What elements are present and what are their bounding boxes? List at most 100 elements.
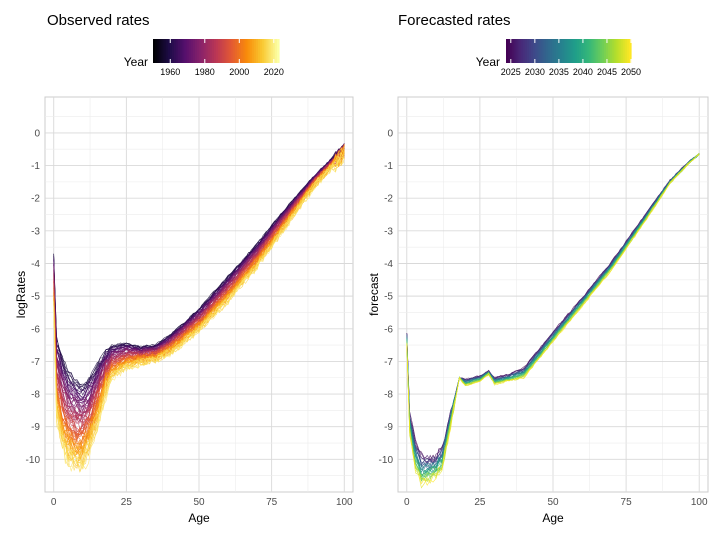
- y-axis-label: logRates: [14, 271, 28, 318]
- colorbar-tick-label: 1980: [195, 67, 215, 77]
- colorbar-segment: [209, 39, 213, 63]
- colorbar-segment: [222, 39, 225, 63]
- colorbar-segment: [232, 39, 236, 63]
- colorbar-segment: [535, 39, 538, 63]
- y-tick-label: -2: [31, 194, 40, 205]
- gridlines: [398, 97, 708, 492]
- y-tick-label: -2: [384, 194, 393, 205]
- x-tick-label: 100: [336, 497, 353, 508]
- colorbar-segment: [220, 39, 223, 63]
- colorbar-legend: Year 1960 1980 2000 2020: [124, 39, 284, 77]
- colorbar-segment: [531, 39, 534, 63]
- colorbar-segment: [510, 39, 513, 63]
- colorbar-segment: [155, 39, 158, 63]
- colorbar-segment: [270, 39, 274, 63]
- colorbar-segment: [574, 39, 578, 63]
- y-tick-label: -4: [31, 259, 40, 270]
- colorbar-tick-label: 2040: [573, 67, 593, 77]
- colorbar-tick-label: 2025: [501, 67, 521, 77]
- colorbar-segment: [518, 39, 522, 63]
- colorbar-segment: [578, 39, 582, 63]
- x-tick-label: 0: [51, 497, 57, 508]
- colorbar-segment: [606, 39, 609, 63]
- colorbar-segment: [593, 39, 597, 63]
- colorbar-segment: [165, 39, 169, 63]
- y-axis-label: forecast: [367, 272, 381, 315]
- y-tick-label: 0: [34, 128, 40, 139]
- colorbar-segment: [608, 39, 611, 63]
- y-tick-label: -6: [31, 324, 40, 335]
- colorbar-tick-label: 1960: [160, 67, 180, 77]
- y-tick-label: -7: [31, 357, 40, 368]
- colorbar-segment: [169, 39, 173, 63]
- y-tick-label: -8: [31, 390, 40, 401]
- colorbar-segment: [522, 39, 526, 63]
- colorbar-segment: [618, 39, 622, 63]
- colorbar-segment: [171, 39, 175, 63]
- series-lines: [53, 143, 345, 473]
- x-tick-label: 50: [193, 497, 205, 508]
- colorbar-segment: [516, 39, 520, 63]
- y-tick-label: -7: [384, 357, 393, 368]
- colorbar-segment: [537, 39, 540, 63]
- colorbar-segment: [272, 39, 276, 63]
- colorbar-segment: [241, 39, 244, 63]
- series-line-1973: [53, 146, 345, 409]
- colorbar-segment: [197, 39, 200, 63]
- colorbar-segment: [247, 39, 251, 63]
- colorbar-segment: [239, 39, 242, 63]
- colorbar-segment: [512, 39, 515, 63]
- colorbar-segment: [201, 39, 204, 63]
- colorbar-segment: [551, 39, 555, 63]
- colorbar-segment: [195, 39, 198, 63]
- colorbar-segment: [226, 39, 230, 63]
- colorbar-segment: [539, 39, 543, 63]
- colorbar-segment: [190, 39, 194, 63]
- series-line-2021: [53, 152, 345, 468]
- colorbar-segment: [560, 39, 563, 63]
- colorbar-segment: [564, 39, 568, 63]
- y-tick-label: -8: [384, 390, 393, 401]
- colorbar-segment: [184, 39, 188, 63]
- colorbar-segment: [230, 39, 234, 63]
- legend-title: Year: [476, 55, 500, 69]
- colorbar-segment: [180, 39, 183, 63]
- colorbar-segment: [218, 39, 221, 63]
- colorbar-segment: [581, 39, 584, 63]
- colorbar-segment: [576, 39, 580, 63]
- colorbar-segment: [178, 39, 181, 63]
- colorbar-segment: [262, 39, 265, 63]
- colorbar-segment: [528, 39, 532, 63]
- colorbar-segment: [524, 39, 528, 63]
- colorbar-segment: [245, 39, 249, 63]
- legend-title: Year: [124, 55, 148, 69]
- colorbar-segment: [553, 39, 557, 63]
- colorbar-segment: [572, 39, 576, 63]
- y-tick-label: -9: [384, 422, 393, 433]
- chart-title: Observed rates: [47, 12, 150, 29]
- colorbar-segment: [526, 39, 530, 63]
- colorbar-segment: [192, 39, 196, 63]
- y-tick-label: -9: [31, 422, 40, 433]
- chart-title: Forecasted rates: [398, 12, 511, 29]
- y-tick-label: -3: [31, 226, 40, 237]
- colorbar-segment: [167, 39, 171, 63]
- colorbar-segment: [224, 39, 228, 63]
- colorbar-segment: [520, 39, 524, 63]
- colorbar-segment: [182, 39, 186, 63]
- colorbar-segment: [585, 39, 588, 63]
- y-tick-label: -5: [31, 292, 40, 303]
- y-tick-label: -5: [384, 292, 393, 303]
- series-line-2022: [53, 155, 345, 473]
- colorbar-segment: [260, 39, 263, 63]
- colorbar-segment: [176, 39, 179, 63]
- colorbar-segment: [159, 39, 162, 63]
- x-tick-label: 0: [404, 497, 410, 508]
- colorbar-segment: [268, 39, 272, 63]
- x-tick-label: 25: [121, 497, 133, 508]
- colorbar-segment: [216, 39, 219, 63]
- colorbar-tick-label: 2020: [264, 67, 284, 77]
- x-tick-label: 75: [621, 497, 633, 508]
